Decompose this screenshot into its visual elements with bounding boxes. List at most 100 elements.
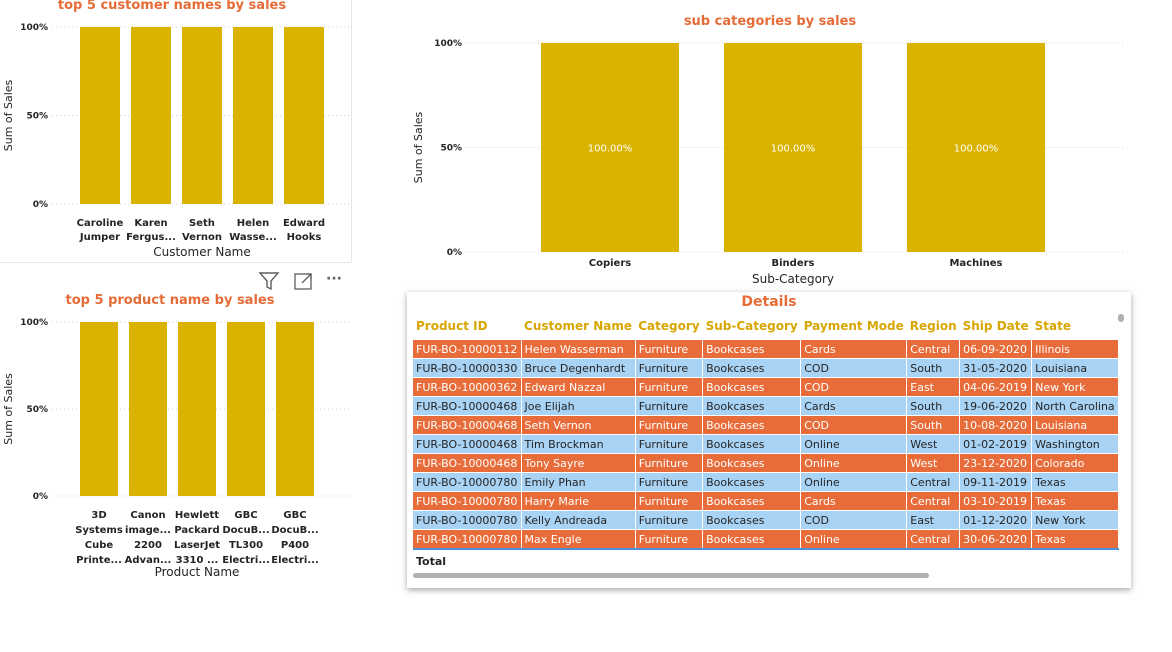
x-axis-title: Sub-Category: [752, 272, 834, 286]
table-row[interactable]: FUR-BO-10000362 Edward Nazzal Furniture Boo…: [413, 377, 1119, 397]
table-cell: FUR-BO-10000468: [413, 453, 522, 473]
bar: [80, 27, 120, 204]
table-cell: COD: [800, 510, 908, 530]
table-row[interactable]: FUR-BO-10000468 Joe Elijah Furniture Bookca…: [413, 396, 1119, 416]
x-category-label: 3310 ...: [176, 555, 219, 566]
x-category-label: Wasse...: [229, 232, 277, 243]
table-cell: FUR-BO-10000468: [413, 415, 522, 435]
y-axis-title: Sum of Sales: [2, 373, 15, 445]
x-category-label: Canon: [130, 510, 165, 521]
table-cell: COD: [800, 415, 908, 435]
bar-chart-canvas: 0% 50% 100% Sum of Sales 100.00% Copiers 100.0…: [412, 39, 1125, 286]
table-cell: New York: [1031, 510, 1119, 530]
table-cell: Bookcases: [702, 434, 802, 454]
column-header[interactable]: Customer Name: [521, 314, 636, 340]
column-header[interactable]: State: [1031, 314, 1119, 340]
bar: [129, 322, 167, 496]
column-header[interactable]: Region: [906, 314, 960, 340]
vertical-scrollbar[interactable]: [1118, 314, 1124, 322]
y-tick-label: 50%: [26, 405, 48, 415]
x-category-label: TL300: [229, 540, 263, 551]
column-header[interactable]: Product ID: [413, 314, 522, 340]
bar: [907, 43, 1045, 252]
chart-title: sub categories by sales: [683, 14, 857, 29]
total-label: Total: [413, 548, 522, 572]
table-cell: East: [906, 377, 961, 397]
table-scroll-area[interactable]: Product ID Customer Name Category Sub-Categ…: [413, 314, 1119, 574]
table-row[interactable]: FUR-BO-10000112 Helen Wasserman Furniture B…: [413, 338, 1119, 359]
table-cell: COD: [800, 358, 908, 378]
table-cell: Furniture: [635, 491, 704, 511]
table-row[interactable]: FUR-BO-10000780 Max Engle Furniture Bookcas…: [413, 529, 1119, 550]
table-cell: FUR-BO-10000112: [413, 338, 522, 359]
table-cell: Online: [800, 529, 908, 550]
table-row[interactable]: FUR-BO-10000330 Bruce Degenhardt Furniture…: [413, 358, 1119, 378]
table-cell: Tim Brockman: [521, 434, 636, 454]
x-category-label: Fergus...: [126, 232, 176, 243]
table-row[interactable]: FUR-BO-10000780 Kelly Andreada Furniture Bo…: [413, 510, 1119, 530]
table-cell: Furniture: [635, 472, 704, 492]
column-header[interactable]: Category: [635, 314, 703, 340]
table-cell: Bookcases: [702, 358, 802, 378]
table-cell: Washington: [1031, 434, 1119, 454]
table-cell: Furniture: [635, 338, 704, 359]
details-table-visual[interactable]: Details Product ID Customer Name Category S…: [407, 292, 1131, 588]
x-category-label: Packard: [174, 525, 219, 536]
x-category-label: Seth: [189, 218, 215, 229]
column-header[interactable]: Sub-Category: [702, 314, 801, 340]
table-cell: South: [906, 396, 961, 416]
x-category-label: 2200: [134, 540, 162, 551]
table-cell: Tony Sayre: [521, 453, 636, 473]
table-cell: 31-05-2020: [959, 358, 1033, 378]
section-divider: [351, 0, 352, 262]
y-tick-label: 50%: [26, 112, 48, 122]
table-cell: Furniture: [635, 510, 704, 530]
more-options-icon[interactable]: ···: [326, 271, 342, 287]
table-row[interactable]: FUR-BO-10000780 Harry Marie Furniture Bookc…: [413, 491, 1119, 511]
table-cell: Furniture: [635, 396, 704, 416]
x-axis-title: Customer Name: [153, 245, 251, 259]
column-header[interactable]: Payment Mode: [800, 314, 907, 340]
table-cell: Central: [906, 491, 961, 511]
table-cell: Bookcases: [702, 472, 802, 492]
table-cell: Helen Wasserman: [521, 338, 636, 359]
table-row[interactable]: FUR-BO-10000468 Seth Vernon Furniture Bookc…: [413, 415, 1119, 435]
table-cell: FUR-BO-10000468: [413, 396, 522, 416]
table-row[interactable]: FUR-BO-10000780 Emily Phan Furniture Bookca…: [413, 472, 1119, 492]
horizontal-scrollbar[interactable]: [413, 573, 929, 578]
table-cell: Online: [800, 453, 908, 473]
table-cell: Max Engle: [521, 529, 636, 550]
x-category-label: Helen: [237, 218, 269, 229]
x-category-label: Systems: [75, 525, 123, 536]
product-sales-chart[interactable]: top 5 product name by sales 0% 50% 100% Sum…: [0, 290, 350, 590]
x-category-label: P400: [281, 540, 309, 551]
table-cell: FUR-BO-10000362: [413, 377, 522, 397]
subcategory-sales-chart[interactable]: sub categories by sales 0% 50% 100% Sum of …: [400, 0, 1140, 290]
table-cell: Colorado: [1031, 453, 1119, 473]
table-cell: FUR-BO-10000780: [413, 491, 522, 511]
table-cell: Cards: [800, 396, 908, 416]
table-cell: Texas: [1031, 491, 1119, 511]
y-axis-title: Sum of Sales: [412, 111, 425, 183]
table-cell: Edward Nazzal: [521, 377, 636, 397]
table-cell: South: [906, 415, 961, 435]
bar: [233, 27, 273, 204]
table-cell: 19-06-2020: [959, 396, 1033, 416]
table-cell: Texas: [1031, 472, 1119, 492]
column-header[interactable]: Ship Date: [959, 314, 1032, 340]
focus-mode-icon[interactable]: [293, 270, 315, 292]
x-category-label: Electri...: [271, 555, 319, 566]
bar: [227, 322, 265, 496]
table-cell: FUR-BO-10000468: [413, 434, 522, 454]
x-category-label: image...: [125, 525, 171, 536]
y-tick-label: 100%: [434, 39, 462, 49]
table-cell: 01-02-2019: [959, 434, 1033, 454]
filter-icon[interactable]: [258, 270, 280, 292]
customer-sales-chart[interactable]: top 5 customer names by sales 0% 50% 100% S…: [0, 0, 350, 262]
x-category-label: Karen: [134, 218, 167, 229]
table-row[interactable]: FUR-BO-10000468 Tony Sayre Furniture Bookca…: [413, 453, 1119, 473]
table-cell: Central: [906, 338, 961, 359]
table-row[interactable]: FUR-BO-10000468 Tim Brockman Furniture Book…: [413, 434, 1119, 454]
x-category-label: Electri...: [222, 555, 270, 566]
table-cell: Seth Vernon: [521, 415, 636, 435]
